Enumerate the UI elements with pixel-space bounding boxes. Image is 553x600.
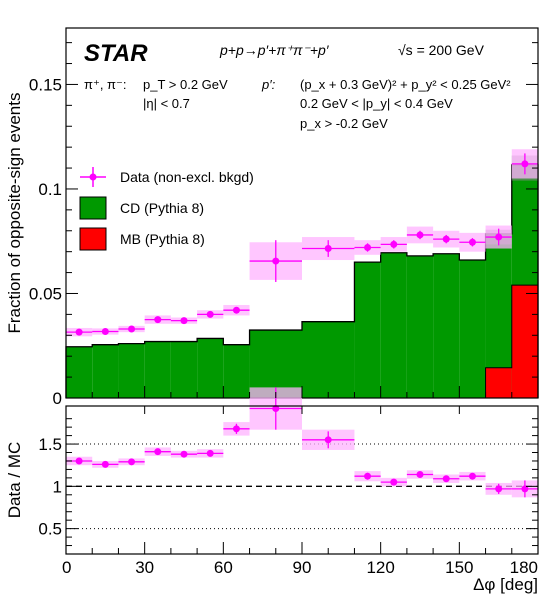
cd-bar xyxy=(302,321,355,398)
x-tick-label: 30 xyxy=(135,558,154,577)
experiment-label: STAR xyxy=(84,40,148,67)
data-point xyxy=(232,425,240,433)
data-point xyxy=(101,328,109,336)
cd-bar xyxy=(170,341,198,398)
data-point xyxy=(232,306,240,314)
bottom-y-axis: 0.5 1 1.5 xyxy=(38,418,538,547)
bottom-y-tick-label: 1 xyxy=(53,477,62,496)
top-panel: 0 0.05 0.1 0.15 Fraction of opposite-sign e… xyxy=(5,27,539,408)
data-point xyxy=(442,475,450,483)
cd-bar xyxy=(66,346,93,398)
x-tick-label: 120 xyxy=(366,558,394,577)
data-point xyxy=(364,472,372,480)
data-point xyxy=(206,449,214,457)
proton-cut-line-1: (p_x + 0.3 GeV)² + p_y² < 0.25 GeV² xyxy=(300,77,511,92)
mc-total-outline xyxy=(65,164,539,398)
x-axis: 0 30 60 90 120 150 180 xyxy=(62,386,539,577)
cd-bar xyxy=(223,344,250,398)
data-point xyxy=(390,240,398,248)
data-point xyxy=(75,328,83,336)
data-point xyxy=(272,257,280,265)
legend-data-marker xyxy=(80,167,106,187)
bottom-panel: 0.5 1 1.5 0 30 60 90 120 150 180 Data / MC Δφ [d… xyxy=(5,386,539,594)
legend-data-label: Data (non-excl. bkgd) xyxy=(120,169,254,185)
data-point xyxy=(521,485,529,493)
x-tick-label: 0 xyxy=(62,558,71,577)
legend-mb-label: MB (Pythia 8) xyxy=(120,231,205,247)
bottom-y-tick-label: 0.5 xyxy=(38,520,62,539)
data-point xyxy=(128,325,136,333)
data-point xyxy=(324,245,332,253)
legend-cd-label: CD (Pythia 8) xyxy=(120,200,204,216)
proton-cut-line-2: 0.2 GeV < |p_y| < 0.4 GeV xyxy=(300,96,453,111)
data-point xyxy=(324,436,332,444)
top-y-tick-label: 0 xyxy=(53,389,62,408)
bottom-y-axis-label: Data / MC xyxy=(5,442,24,519)
x-tick-label: 150 xyxy=(445,558,473,577)
top-y-tick-label: 0.1 xyxy=(38,180,62,199)
cd-bar xyxy=(118,343,145,398)
x-tick-label: 60 xyxy=(214,558,233,577)
data-point xyxy=(442,235,450,243)
x-tick-label: 180 xyxy=(510,558,538,577)
x-axis-label: Δφ [deg] xyxy=(473,575,538,594)
legend-mb-swatch xyxy=(79,227,107,251)
data-point xyxy=(416,471,424,479)
data-point xyxy=(521,160,529,168)
cd-bar xyxy=(249,330,302,398)
data-point xyxy=(154,448,162,456)
data-point xyxy=(416,231,424,239)
data-point xyxy=(180,317,188,325)
data-point xyxy=(154,316,162,324)
mb-bar xyxy=(485,367,512,398)
process-label: p+p→p′+π⁺π⁻+p′ xyxy=(219,42,330,58)
data-point xyxy=(101,460,109,468)
proton-cut-line-3: p_x > -0.2 GeV xyxy=(300,116,388,131)
cd-bar xyxy=(380,252,407,398)
cd-bar xyxy=(459,260,486,398)
bottom-plot-area xyxy=(66,387,538,530)
top-y-axis-label: Fraction of opposite-sign events xyxy=(5,93,24,334)
mb-bar xyxy=(511,285,538,398)
data-point xyxy=(128,458,136,466)
cd-bar xyxy=(354,262,381,398)
data-point xyxy=(495,485,503,493)
data-point xyxy=(468,238,476,246)
data-point xyxy=(75,457,83,465)
pion-cut-line-1: p_T > 0.2 GeV xyxy=(143,77,228,92)
top-y-axis: 0 0.05 0.1 0.15 xyxy=(29,42,538,408)
x-tick-label: 90 xyxy=(293,558,312,577)
data-point xyxy=(390,478,398,486)
data-point xyxy=(364,243,372,251)
cd-bar xyxy=(197,338,224,398)
top-y-tick-label: 0.15 xyxy=(29,75,62,94)
data-point xyxy=(206,310,214,318)
mb-outline xyxy=(485,284,538,398)
data-point xyxy=(180,450,188,458)
cd-bar xyxy=(144,341,171,398)
data-point xyxy=(495,233,503,241)
data-point xyxy=(272,405,280,413)
cd-bar xyxy=(406,255,434,398)
energy-label: √s = 200 GeV xyxy=(398,42,485,58)
cd-bar xyxy=(433,253,460,398)
legend: Data (non-excl. bkgd) CD (Pythia 8) MB (… xyxy=(79,167,254,251)
legend-cd-swatch xyxy=(79,196,107,220)
bottom-y-tick-label: 1.5 xyxy=(38,435,62,454)
proton-cut-label: p′: xyxy=(261,77,276,92)
cd-bar xyxy=(92,344,119,398)
top-y-tick-label: 0.05 xyxy=(29,284,62,303)
pion-cut-label: π⁺, π⁻: xyxy=(84,77,127,92)
data-point xyxy=(468,472,476,480)
pion-cut-line-2: |η| < 0.7 xyxy=(143,96,190,111)
top-plot-area xyxy=(65,149,539,398)
